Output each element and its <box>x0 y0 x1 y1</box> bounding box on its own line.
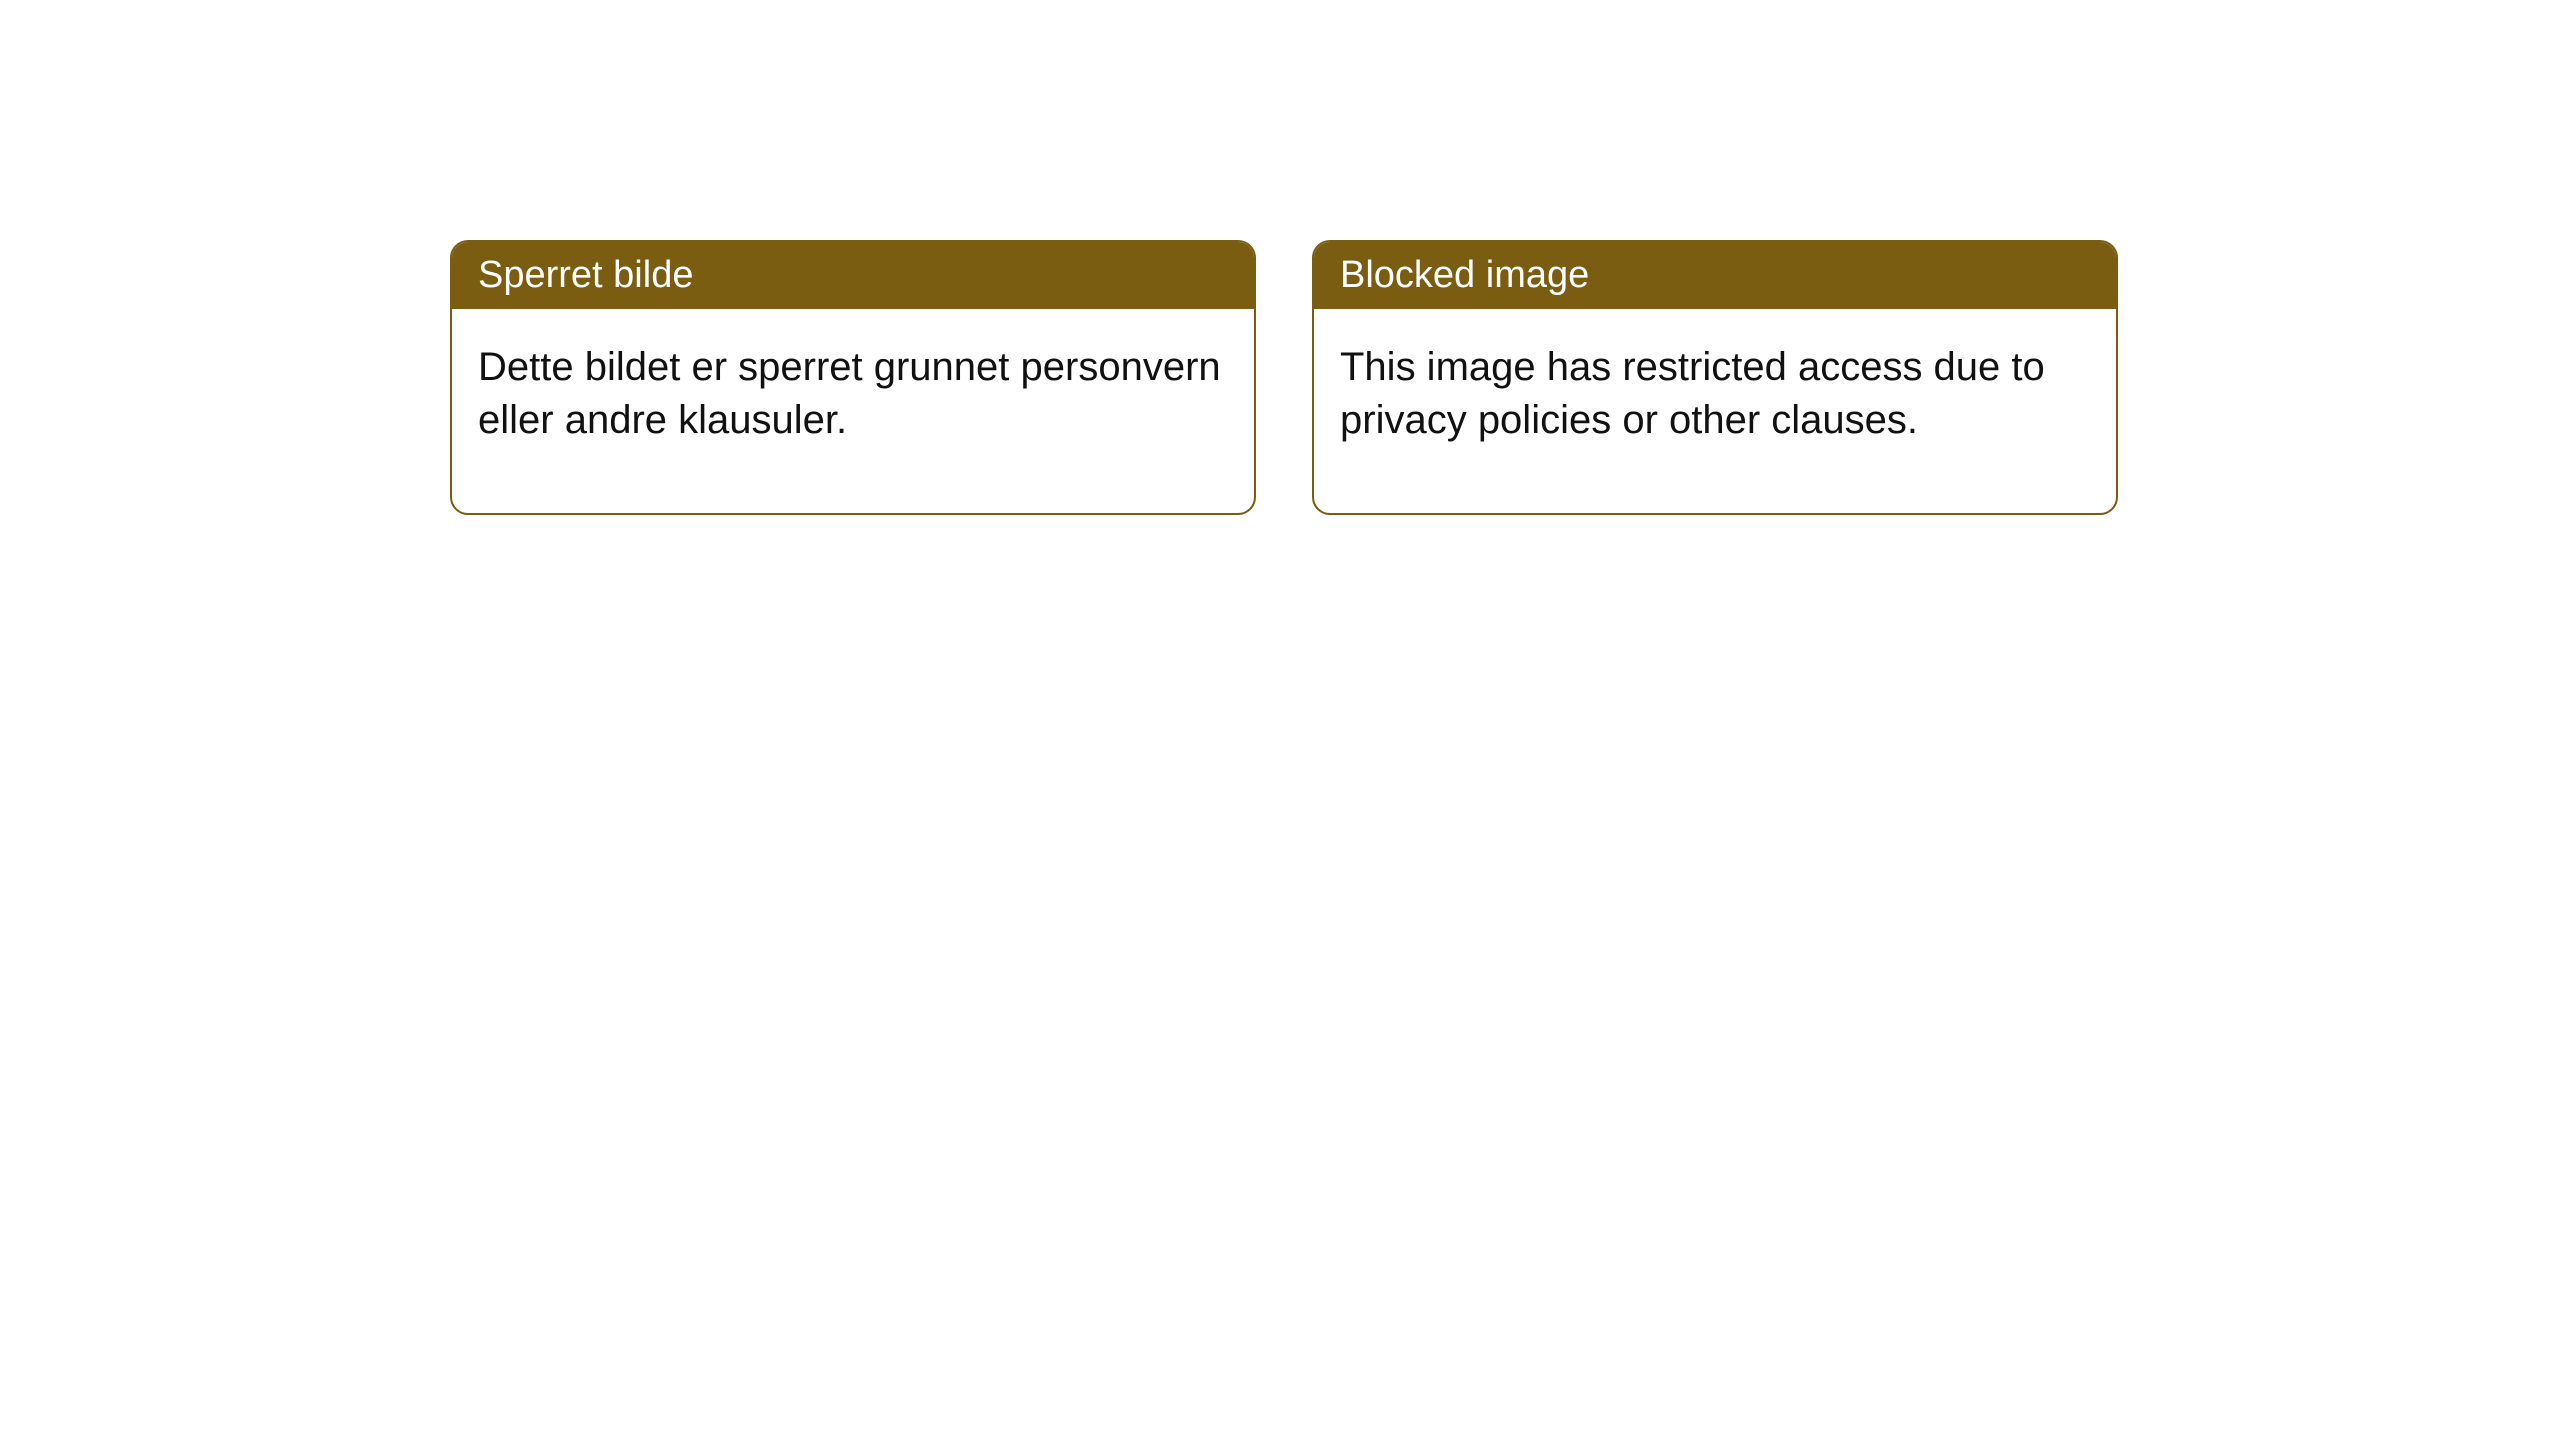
notice-card-norwegian: Sperret bilde Dette bildet er sperret gr… <box>450 240 1256 515</box>
notice-header: Sperret bilde <box>452 242 1254 309</box>
notice-message: This image has restricted access due to … <box>1340 345 2045 442</box>
notice-body: This image has restricted access due to … <box>1314 309 2116 513</box>
notice-header: Blocked image <box>1314 242 2116 309</box>
notice-title: Sperret bilde <box>478 254 693 296</box>
notice-title: Blocked image <box>1340 254 1589 296</box>
notice-card-english: Blocked image This image has restricted … <box>1312 240 2118 515</box>
notice-body: Dette bildet er sperret grunnet personve… <box>452 309 1254 513</box>
notice-container: Sperret bilde Dette bildet er sperret gr… <box>0 0 2560 515</box>
notice-message: Dette bildet er sperret grunnet personve… <box>478 345 1221 442</box>
